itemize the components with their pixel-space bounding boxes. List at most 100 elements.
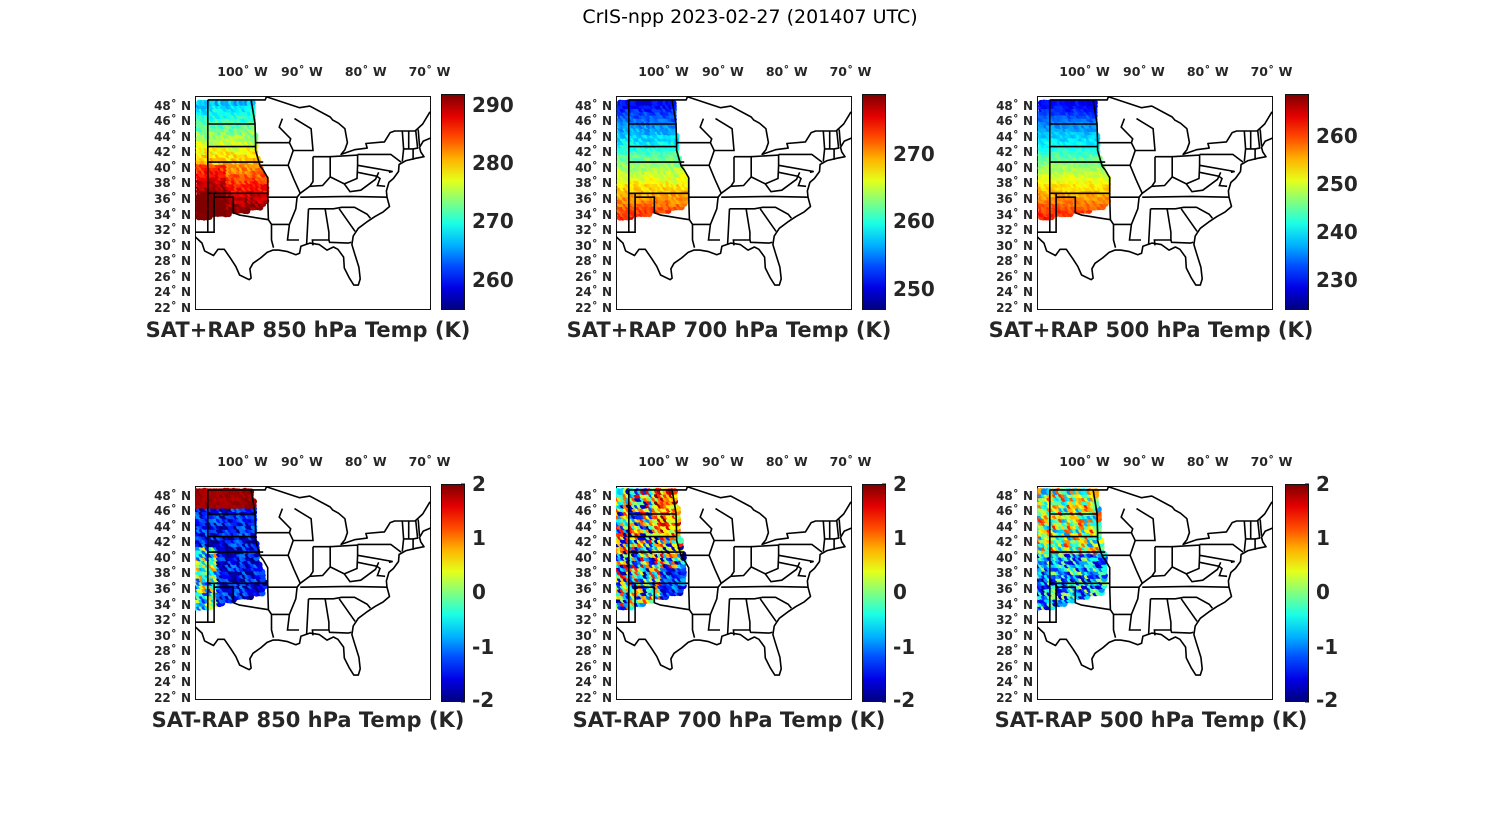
lat-tick-label: 36˚ N xyxy=(154,192,191,207)
colorbar-tick-label: 250 xyxy=(893,276,935,301)
lon-tick-label: 100˚ W xyxy=(1059,454,1110,469)
lat-tick-label: 44˚ N xyxy=(996,519,1033,534)
lat-tick-label: 28˚ N xyxy=(154,644,191,659)
lat-tick-label: 40˚ N xyxy=(996,160,1033,175)
colorbar-tick-label: 250 xyxy=(1316,172,1358,197)
lon-tick-label: 70˚ W xyxy=(1250,454,1293,469)
lat-tick-label: 46˚ N xyxy=(996,504,1033,519)
lat-tick-label: 22˚ N xyxy=(575,301,612,315)
lon-tick-label: 70˚ W xyxy=(408,454,451,469)
colorbar-tick-label: -1 xyxy=(1316,634,1339,659)
map-frame xyxy=(616,486,852,700)
lon-tick-label: 90˚ W xyxy=(1123,454,1165,469)
lat-tick-label: 38˚ N xyxy=(996,176,1033,191)
lat-tick-label: 36˚ N xyxy=(575,192,612,207)
map-frame xyxy=(1037,486,1273,700)
colorbar-tick-label: 1 xyxy=(1316,525,1330,550)
lat-tick-label: 40˚ N xyxy=(996,550,1033,565)
panel-title: SAT-RAP 700 hPa Temp (K) xyxy=(572,708,886,732)
colorbar xyxy=(441,484,465,702)
lat-tick-label: 24˚ N xyxy=(154,285,191,300)
lat-tick-label: 32˚ N xyxy=(996,223,1033,238)
lon-tick-label: 70˚ W xyxy=(829,454,872,469)
lat-tick-label: 44˚ N xyxy=(154,129,191,144)
lat-tick-label: 46˚ N xyxy=(996,114,1033,129)
colorbar-tick-label: 260 xyxy=(1316,124,1358,149)
lon-tick-label: 100˚ W xyxy=(638,64,689,79)
lat-tick-label: 48˚ N xyxy=(154,488,191,503)
panel-title: SAT+RAP 500 hPa Temp (K) xyxy=(988,318,1314,342)
colorbar-tick-label: 2 xyxy=(893,472,907,496)
figure-title: CrIS-npp 2023-02-27 (201407 UTC) xyxy=(582,6,918,28)
lat-tick-label: 44˚ N xyxy=(154,519,191,534)
colorbar-tick-label: 230 xyxy=(1316,268,1358,293)
lat-tick-label: 22˚ N xyxy=(575,691,612,705)
lat-tick-label: 42˚ N xyxy=(996,535,1033,550)
colorbar-tick-label: 1 xyxy=(472,525,486,550)
lat-tick-label: 22˚ N xyxy=(996,301,1033,315)
lat-tick-label: 38˚ N xyxy=(575,176,612,191)
lon-tick-label: 80˚ W xyxy=(344,64,387,79)
lon-tick-label: 90˚ W xyxy=(281,64,323,79)
lat-tick-label: 30˚ N xyxy=(575,238,612,253)
lat-tick-label: 42˚ N xyxy=(996,145,1033,160)
lat-tick-label: 46˚ N xyxy=(575,114,612,129)
lat-tick-label: 40˚ N xyxy=(154,160,191,175)
lat-tick-label: 36˚ N xyxy=(154,582,191,597)
lon-tick-label: 70˚ W xyxy=(408,64,451,79)
lat-tick-label: 26˚ N xyxy=(575,659,612,674)
lat-tick-label: 28˚ N xyxy=(575,254,612,269)
lat-tick-label: 48˚ N xyxy=(996,98,1033,113)
lat-tick-label: 28˚ N xyxy=(154,254,191,269)
lat-tick-label: 24˚ N xyxy=(996,285,1033,300)
lon-tick-label: 90˚ W xyxy=(702,454,744,469)
colorbar-tick-label: 0 xyxy=(893,580,907,604)
colorbar-tick-label: 2 xyxy=(1316,472,1330,496)
colorbar xyxy=(441,94,465,310)
lat-tick-label: 22˚ N xyxy=(154,691,191,705)
colorbar xyxy=(1285,94,1309,310)
lon-tick-label: 100˚ W xyxy=(638,454,689,469)
lat-tick-label: 26˚ N xyxy=(575,269,612,284)
lat-tick-label: 30˚ N xyxy=(996,238,1033,253)
lat-tick-label: 30˚ N xyxy=(154,628,191,643)
lat-tick-label: 30˚ N xyxy=(996,628,1033,643)
colorbar-tick-label: 1 xyxy=(893,525,907,550)
colorbar-tick-label: 240 xyxy=(1316,220,1358,245)
lon-tick-label: 90˚ W xyxy=(1123,64,1165,79)
lat-tick-label: 40˚ N xyxy=(575,160,612,175)
lon-tick-label: 80˚ W xyxy=(1186,64,1229,79)
colorbar-tick-label: -2 xyxy=(893,688,916,712)
lon-tick-label: 80˚ W xyxy=(765,64,808,79)
colorbar-tick-label: 270 xyxy=(472,209,514,234)
lat-tick-label: 26˚ N xyxy=(996,269,1033,284)
colorbar-tick-label: 290 xyxy=(472,92,514,117)
lat-tick-label: 38˚ N xyxy=(154,176,191,191)
lon-tick-label: 70˚ W xyxy=(1250,64,1293,79)
lat-tick-label: 40˚ N xyxy=(154,550,191,565)
lon-tick-label: 80˚ W xyxy=(1186,454,1229,469)
lat-tick-label: 42˚ N xyxy=(154,535,191,550)
colorbar-tick-label: -2 xyxy=(472,688,495,712)
lat-tick-label: 32˚ N xyxy=(154,613,191,628)
lat-tick-label: 24˚ N xyxy=(154,675,191,690)
colorbar xyxy=(862,484,886,702)
lat-tick-label: 32˚ N xyxy=(154,223,191,238)
lon-tick-label: 100˚ W xyxy=(217,454,268,469)
panel-title: SAT-RAP 850 hPa Temp (K) xyxy=(151,708,465,732)
lat-tick-label: 42˚ N xyxy=(575,535,612,550)
lat-tick-label: 48˚ N xyxy=(154,98,191,113)
lat-tick-label: 42˚ N xyxy=(154,145,191,160)
lat-tick-label: 48˚ N xyxy=(575,98,612,113)
lat-tick-label: 30˚ N xyxy=(575,628,612,643)
lat-tick-label: 36˚ N xyxy=(996,582,1033,597)
colorbar-tick-label: -1 xyxy=(893,634,916,659)
lat-tick-label: 24˚ N xyxy=(996,675,1033,690)
lat-tick-label: 34˚ N xyxy=(996,597,1033,612)
lat-tick-label: 44˚ N xyxy=(575,519,612,534)
lon-tick-label: 100˚ W xyxy=(217,64,268,79)
lon-tick-label: 100˚ W xyxy=(1059,64,1110,79)
lat-tick-label: 46˚ N xyxy=(154,114,191,129)
colorbar-tick-label: -1 xyxy=(472,634,495,659)
lon-tick-label: 90˚ W xyxy=(702,64,744,79)
